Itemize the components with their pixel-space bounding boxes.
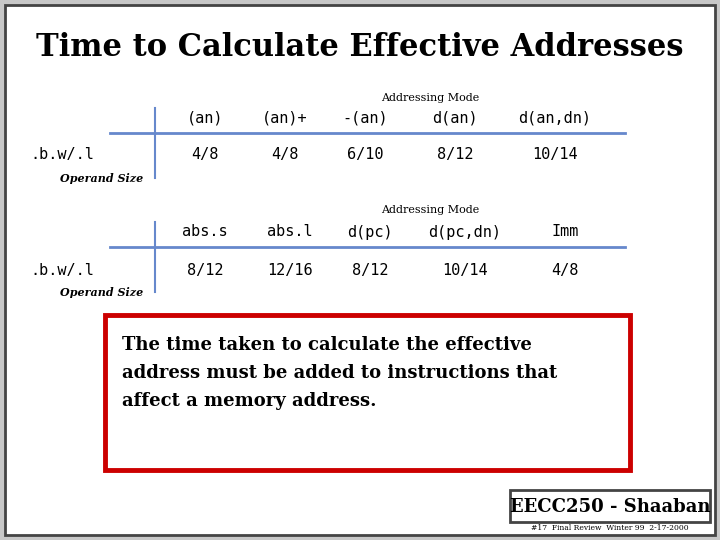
FancyBboxPatch shape [5, 5, 715, 535]
Text: EECC250 - Shaaban: EECC250 - Shaaban [510, 498, 710, 516]
Text: Imm: Imm [552, 225, 579, 240]
Text: (an): (an) [186, 111, 223, 125]
Text: #17  Final Review  Winter 99  2-17-2000: #17 Final Review Winter 99 2-17-2000 [531, 524, 689, 532]
Text: abs.s: abs.s [182, 225, 228, 240]
Text: 10/14: 10/14 [442, 262, 488, 278]
Text: abs.l: abs.l [267, 225, 312, 240]
Text: 4/8: 4/8 [552, 262, 579, 278]
Text: 12/16: 12/16 [267, 262, 312, 278]
Text: Operand Size: Operand Size [60, 287, 143, 298]
Text: 4/8: 4/8 [271, 147, 299, 163]
Text: d(pc,dn): d(pc,dn) [428, 225, 502, 240]
Text: .b.w/.l: .b.w/.l [30, 262, 94, 278]
Text: 6/10: 6/10 [347, 147, 383, 163]
FancyBboxPatch shape [105, 315, 630, 470]
Text: 4/8: 4/8 [192, 147, 219, 163]
Text: affect a memory address.: affect a memory address. [122, 392, 377, 410]
Text: .b.w/.l: .b.w/.l [30, 147, 94, 163]
Text: d(an,dn): d(an,dn) [518, 111, 592, 125]
Text: 8/12: 8/12 [437, 147, 473, 163]
Text: 8/12: 8/12 [352, 262, 388, 278]
Text: 10/14: 10/14 [532, 147, 578, 163]
Text: (an)+: (an)+ [262, 111, 308, 125]
FancyBboxPatch shape [510, 490, 710, 522]
Text: -(an): -(an) [342, 111, 388, 125]
Text: Time to Calculate Effective Addresses: Time to Calculate Effective Addresses [36, 32, 684, 64]
Text: Operand Size: Operand Size [60, 172, 143, 184]
Text: Addressing Mode: Addressing Mode [381, 205, 479, 215]
Text: The time taken to calculate the effective: The time taken to calculate the effectiv… [122, 336, 532, 354]
Text: address must be added to instructions that: address must be added to instructions th… [122, 364, 557, 382]
Text: d(pc): d(pc) [347, 225, 393, 240]
Text: 8/12: 8/12 [186, 262, 223, 278]
Text: Addressing Mode: Addressing Mode [381, 93, 479, 103]
Text: d(an): d(an) [432, 111, 478, 125]
